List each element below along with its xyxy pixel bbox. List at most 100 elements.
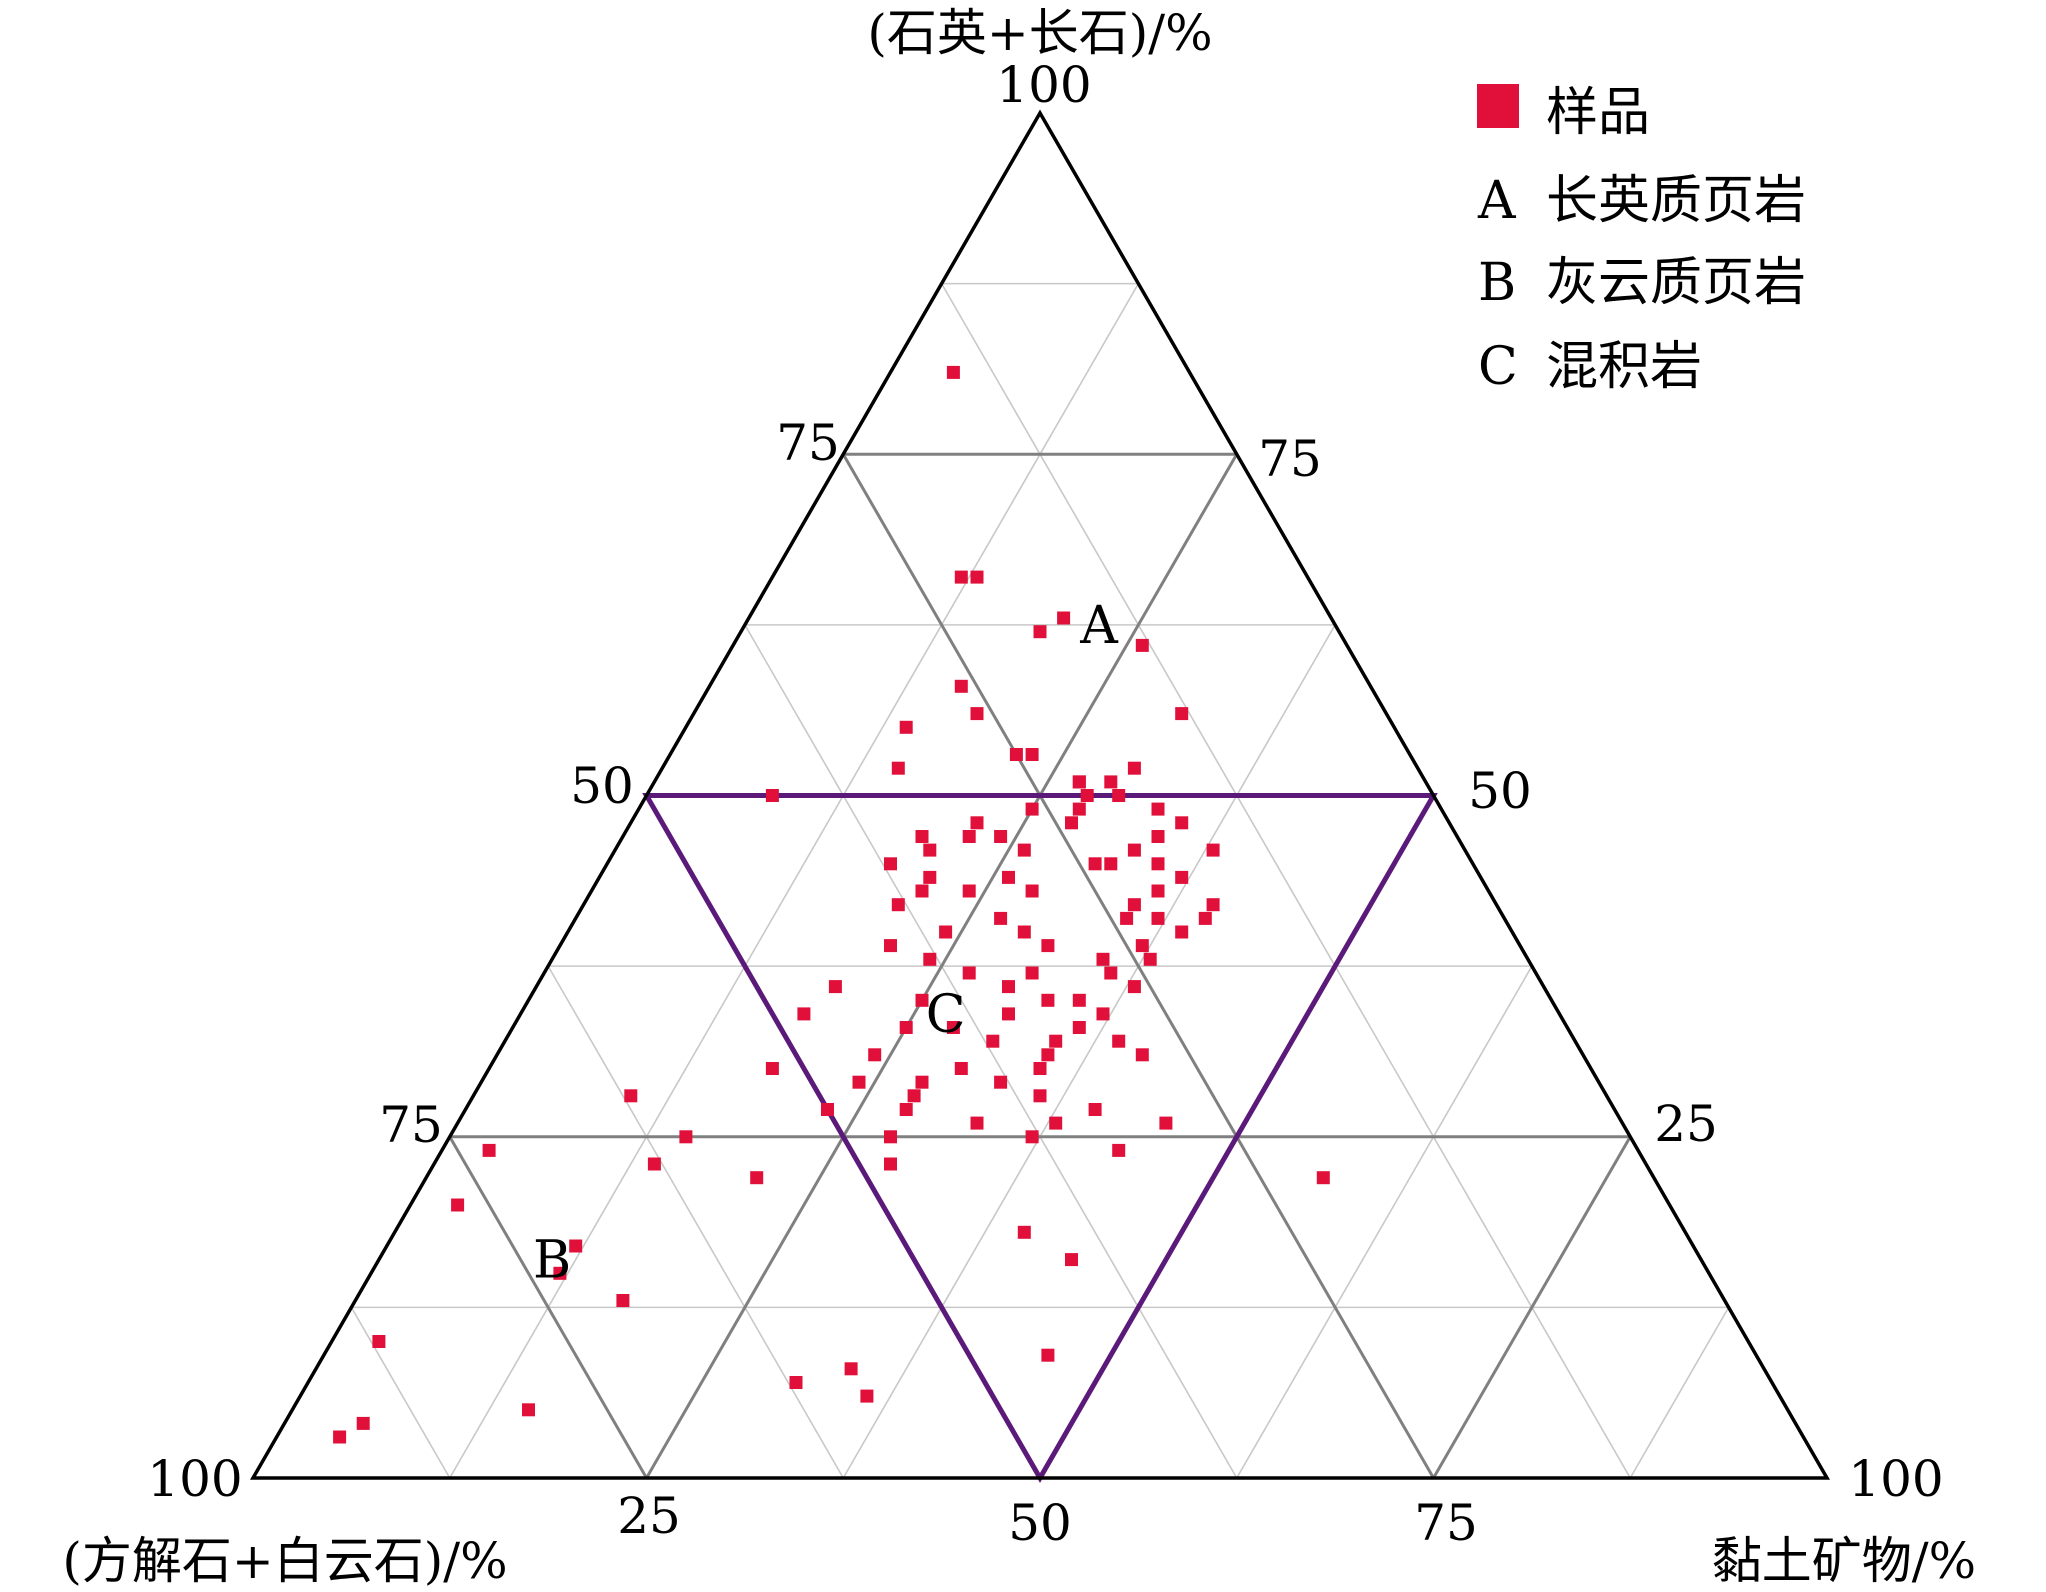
top-tick-50-right: 50	[1468, 762, 1532, 820]
sample-point	[923, 843, 937, 857]
sample-point	[1206, 898, 1220, 912]
sample-point	[1120, 911, 1134, 925]
sample-point	[1104, 857, 1118, 871]
sample-point	[1151, 884, 1165, 898]
bottom-tick-25: 25	[617, 1487, 681, 1545]
minor-grid-line	[1629, 1306, 1730, 1479]
sample-point	[884, 1157, 897, 1171]
sample-point	[1072, 993, 1086, 1007]
sample-point	[954, 1062, 968, 1075]
sample-point	[970, 816, 984, 830]
sample-point	[1072, 802, 1086, 816]
sample-point	[891, 761, 905, 775]
sample-point	[1135, 939, 1149, 953]
major-grid-line	[448, 1136, 648, 1479]
sample-point	[616, 1294, 630, 1307]
sample-point	[1127, 761, 1141, 775]
legend-text-a: 长英质页岩	[1546, 171, 1806, 231]
sample-point	[1112, 1143, 1126, 1157]
sample-point	[970, 570, 984, 584]
sample-point	[1127, 980, 1141, 994]
sample-point	[1057, 611, 1071, 625]
sample-point	[1151, 802, 1165, 816]
sample-point	[1041, 939, 1055, 953]
sample-point	[954, 679, 968, 693]
sample-point	[994, 830, 1008, 843]
sample-point	[1112, 1034, 1126, 1048]
sample-point	[1002, 980, 1015, 994]
sample-point	[765, 1062, 779, 1075]
sample-point	[852, 1075, 866, 1089]
sample-point	[946, 1021, 960, 1034]
sample-point	[946, 365, 960, 379]
sample-point	[1127, 898, 1141, 912]
sample-point	[451, 1198, 465, 1212]
sample-point	[1041, 1048, 1055, 1062]
sample-point	[915, 830, 929, 843]
major-grid-line	[841, 453, 1435, 1479]
right-axis-title: 黏土矿物/%	[1712, 1532, 1976, 1590]
sample-point	[1316, 1171, 1330, 1185]
bottom-tick-50: 50	[1008, 1494, 1072, 1552]
region-label-b: B	[533, 1231, 571, 1291]
sample-point	[915, 993, 929, 1007]
sample-point	[1159, 1116, 1173, 1130]
sample-point	[828, 980, 842, 994]
sample-point	[1175, 707, 1189, 721]
sample-point	[915, 1075, 929, 1089]
sample-point	[569, 1239, 583, 1253]
sample-point	[482, 1143, 496, 1157]
sample-point	[1206, 843, 1220, 857]
sample-point	[1096, 1007, 1110, 1021]
sample-point	[1025, 1130, 1039, 1144]
sample-point	[884, 939, 897, 953]
sample-point	[1088, 1103, 1102, 1116]
sample-point	[750, 1171, 764, 1185]
sample-point	[1127, 843, 1141, 857]
top-tick-100: 100	[996, 56, 1091, 114]
sample-point	[899, 720, 913, 734]
sample-point	[970, 707, 984, 721]
region-c-outline	[642, 793, 1438, 1484]
sample-point	[1175, 870, 1189, 884]
sample-point	[1041, 1348, 1055, 1362]
legend-key-c: C	[1478, 337, 1518, 397]
sample-point	[1033, 1089, 1047, 1103]
minor-grid	[350, 282, 1730, 1479]
sample-point	[884, 1130, 897, 1144]
sample-point	[333, 1430, 347, 1444]
sample-point	[884, 857, 897, 871]
sample-point	[765, 789, 779, 802]
sample-point	[868, 1048, 882, 1062]
top-tick-75-right: 75	[1258, 430, 1322, 488]
sample-point	[907, 1089, 921, 1103]
sample-point	[821, 1103, 834, 1116]
sample-point	[372, 1335, 386, 1348]
sample-point	[1080, 789, 1094, 802]
sample-point	[1175, 925, 1189, 939]
sample-point	[1033, 1062, 1047, 1075]
region-label-a: A	[1079, 596, 1119, 656]
top-tick-50-left: 50	[570, 757, 634, 815]
legend-key-b: B	[1478, 253, 1516, 313]
sample-point	[1096, 952, 1110, 966]
sample-point	[1112, 789, 1126, 802]
legend: 样品 A 长英质页岩 B 灰云质页岩 C 混积岩	[1477, 83, 1806, 397]
region-label-c: C	[926, 985, 966, 1045]
sample-point	[1104, 775, 1118, 789]
minor-grid-line	[547, 965, 844, 1479]
legend-text-c: 混积岩	[1546, 337, 1702, 397]
minor-grid-line	[1236, 965, 1533, 1479]
left-tick-75: 75	[379, 1096, 443, 1154]
legend-marker-square	[1477, 84, 1519, 128]
sample-point	[1002, 870, 1015, 884]
left-tick-100: 100	[147, 1450, 242, 1508]
sample-point	[939, 925, 953, 939]
sample-point	[789, 1376, 803, 1389]
top-axis-title: (石英+长石)/%	[867, 4, 1212, 62]
sample-point	[1175, 816, 1189, 830]
sample-point	[647, 1157, 661, 1171]
bottom-tick-75: 75	[1414, 1494, 1478, 1552]
sample-point	[954, 570, 968, 584]
sample-point	[844, 1362, 858, 1376]
